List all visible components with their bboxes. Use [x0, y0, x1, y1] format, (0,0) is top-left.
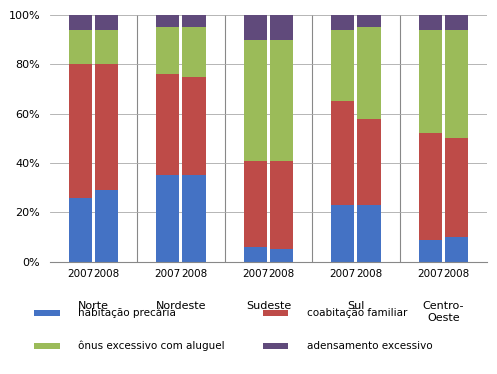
Bar [156, 27, 179, 74]
Bar [182, 175, 206, 262]
Bar [69, 30, 92, 64]
Bar [244, 40, 267, 160]
Bar [95, 15, 118, 30]
Bar [357, 119, 381, 205]
Text: coabitação familiar: coabitação familiar [307, 308, 407, 318]
Bar [156, 15, 179, 27]
Bar [357, 27, 381, 119]
Bar [244, 247, 267, 262]
Bar [156, 74, 179, 175]
Text: Sul: Sul [347, 301, 364, 311]
Bar [445, 138, 468, 237]
Bar [69, 64, 92, 197]
Bar [156, 175, 179, 262]
Bar [182, 27, 206, 77]
Text: Norte: Norte [78, 301, 109, 311]
Bar [357, 205, 381, 262]
Bar [445, 30, 468, 138]
Bar [95, 64, 118, 190]
Bar [445, 237, 468, 262]
Bar [357, 15, 381, 27]
Bar [244, 15, 267, 40]
FancyBboxPatch shape [262, 310, 288, 316]
Bar [418, 134, 442, 240]
Bar [244, 160, 267, 247]
Text: Centro-
Oeste: Centro- Oeste [422, 301, 464, 323]
Bar [331, 15, 354, 30]
Bar [270, 40, 293, 160]
Bar [182, 77, 206, 175]
Text: ônus excessivo com aluguel: ônus excessivo com aluguel [78, 340, 225, 351]
Bar [95, 190, 118, 262]
Bar [69, 197, 92, 262]
Text: Sudeste: Sudeste [246, 301, 291, 311]
FancyBboxPatch shape [34, 343, 60, 349]
Text: Nordeste: Nordeste [156, 301, 206, 311]
Bar [69, 15, 92, 30]
Bar [270, 249, 293, 262]
Bar [270, 160, 293, 249]
Bar [418, 30, 442, 134]
Text: adensamento excessivo: adensamento excessivo [307, 341, 432, 350]
Bar [270, 15, 293, 40]
Bar [418, 240, 442, 262]
Bar [331, 30, 354, 101]
Bar [95, 30, 118, 64]
FancyBboxPatch shape [34, 310, 60, 316]
Text: habitação precária: habitação precária [78, 307, 176, 318]
Bar [331, 205, 354, 262]
Bar [331, 101, 354, 205]
Bar [182, 15, 206, 27]
FancyBboxPatch shape [262, 343, 288, 349]
Bar [418, 15, 442, 30]
Bar [445, 15, 468, 30]
